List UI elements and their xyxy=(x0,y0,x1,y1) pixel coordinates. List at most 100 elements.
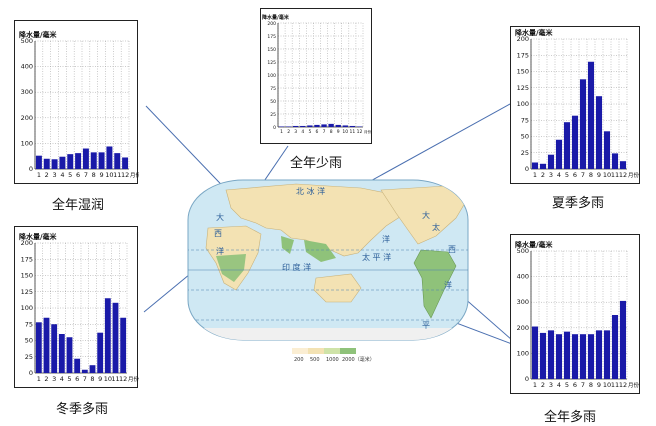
bar xyxy=(285,126,292,127)
x-tick-label: 5 xyxy=(68,171,72,179)
bar xyxy=(120,317,127,373)
x-axis-unit: 月份 xyxy=(364,129,372,134)
bar xyxy=(328,123,334,127)
bar xyxy=(98,152,105,169)
bar xyxy=(595,330,603,379)
y-tick-label: 150 xyxy=(517,68,529,76)
y-tick-label: 300 xyxy=(517,298,529,306)
y-tick-label: 175 xyxy=(267,34,276,40)
bar xyxy=(587,61,595,169)
x-tick-label: 3 xyxy=(52,375,56,383)
y-tick-label: 50 xyxy=(270,99,276,105)
x-tick-label: 8 xyxy=(589,171,593,179)
y-axis-title: 降水量/毫米 xyxy=(19,232,58,241)
y-tick-label: 75 xyxy=(25,320,33,328)
bar xyxy=(59,156,66,169)
x-tick-label: 10 xyxy=(105,171,113,179)
x-tick-label: 7 xyxy=(581,171,585,179)
legend-label: 2000（毫米） xyxy=(342,356,375,363)
x-tick-label: 11 xyxy=(350,129,356,135)
bar xyxy=(293,125,299,127)
bar xyxy=(66,337,73,373)
bar xyxy=(571,115,579,169)
bar xyxy=(97,332,104,373)
bar xyxy=(278,126,285,127)
y-tick-label: 25 xyxy=(25,353,33,361)
bar xyxy=(619,300,627,379)
map-label: 大 xyxy=(422,210,430,220)
x-tick-label: 1 xyxy=(37,171,41,179)
y-tick-label: 0 xyxy=(525,375,529,383)
y-tick-label: 200 xyxy=(517,324,529,332)
x-axis-unit: 月份 xyxy=(128,375,139,383)
y-tick-label: 0 xyxy=(525,165,529,173)
legend-label: 500 xyxy=(310,357,320,363)
bar xyxy=(300,125,306,127)
x-tick-label: 12 xyxy=(619,171,627,179)
x-tick-label: 2 xyxy=(287,129,290,135)
chart-panel-summer-rain: 降水量/毫米 0 25 50 75 100 125 150 175 200 1 2 3 4 5 6 7 8 9 10 1… xyxy=(510,26,640,184)
legend-swatch-1000 xyxy=(324,348,340,354)
x-tick-label: 12 xyxy=(619,381,627,389)
x-tick-label: 3 xyxy=(294,129,297,135)
map-label: 洋 xyxy=(444,280,452,290)
x-axis-unit: 月份 xyxy=(130,171,139,179)
bar xyxy=(51,324,58,373)
y-tick-label: 75 xyxy=(270,86,276,92)
map-label: 平 xyxy=(422,321,430,330)
y-tick-label: 300 xyxy=(21,88,33,96)
x-tick-label: 3 xyxy=(53,171,57,179)
bar xyxy=(349,125,356,127)
bar xyxy=(563,122,571,169)
bar xyxy=(356,126,363,127)
legend-label: 1000 xyxy=(326,357,339,363)
x-tick-label: 9 xyxy=(98,375,102,383)
y-tick-label: 200 xyxy=(517,35,529,43)
x-tick-label: 12 xyxy=(121,171,129,179)
bar xyxy=(112,302,119,373)
x-tick-label: 2 xyxy=(45,171,49,179)
x-tick-label: 5 xyxy=(67,375,71,383)
x-tick-label: 7 xyxy=(323,129,326,135)
bar xyxy=(67,154,74,169)
bar xyxy=(531,162,539,169)
y-tick-label: 175 xyxy=(21,255,33,263)
bar xyxy=(74,358,81,373)
legend-label: 200 xyxy=(294,357,304,363)
x-tick-label: 1 xyxy=(37,375,41,383)
bar xyxy=(555,139,563,169)
x-tick-label: 11 xyxy=(611,171,619,179)
map-label: 西 xyxy=(448,245,456,254)
chart-panel-rainy-all-year: 降水量/毫米 0 100 200 300 400 500 1 2 3 4 5 6 7 8 9 10 11 12 月份 xyxy=(510,234,640,394)
bar xyxy=(90,152,97,169)
legend-swatch-200 xyxy=(292,348,308,354)
x-tick-label: 9 xyxy=(337,129,340,135)
map-label: 太 xyxy=(432,222,440,232)
bar xyxy=(555,334,563,379)
x-tick-label: 7 xyxy=(83,375,87,383)
x-tick-label: 5 xyxy=(308,129,311,135)
x-tick-label: 2 xyxy=(541,171,545,179)
y-axis-title: 降水量/毫米 xyxy=(262,14,290,21)
bar xyxy=(547,330,555,379)
x-tick-label: 10 xyxy=(603,171,611,179)
y-tick-label: 125 xyxy=(21,288,33,296)
bar xyxy=(51,159,58,169)
x-tick-label: 10 xyxy=(603,381,611,389)
x-tick-label: 4 xyxy=(60,171,64,179)
y-tick-label: 100 xyxy=(21,304,33,312)
bar xyxy=(611,153,619,169)
bar xyxy=(342,125,348,127)
x-tick-label: 6 xyxy=(573,381,577,389)
y-tick-label: 25 xyxy=(521,149,529,157)
y-tick-label: 125 xyxy=(517,84,529,92)
y-tick-label: 0 xyxy=(29,369,33,377)
bar xyxy=(611,315,619,379)
bar xyxy=(579,334,587,379)
y-tick-label: 100 xyxy=(267,73,276,79)
bar xyxy=(35,155,42,169)
x-tick-label: 7 xyxy=(84,171,88,179)
bar xyxy=(106,146,113,169)
bar xyxy=(314,124,320,127)
